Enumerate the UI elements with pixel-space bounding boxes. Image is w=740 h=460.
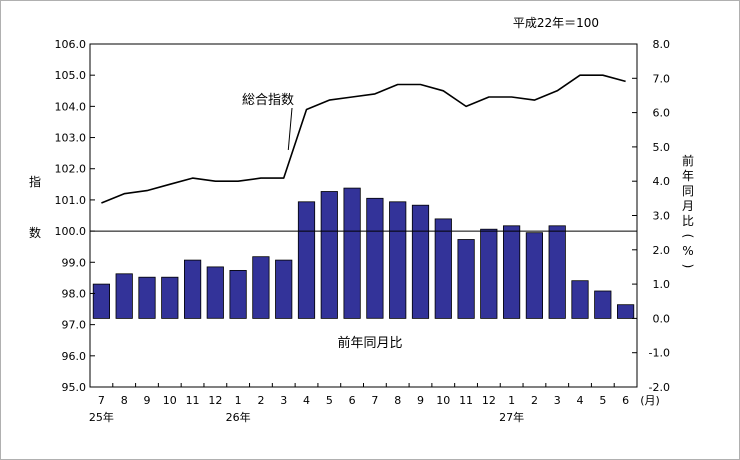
x-tick-label: 1 [235,394,242,407]
bar [229,269,247,319]
right-axis-ticks: -2.0 -1.0 0.0 1.0 2.0 3.0 4.0 5.0 6.0 7.0 8.0 [632,38,670,394]
bar [548,225,566,319]
x-tick-label: 12 [482,394,496,407]
bar [115,273,133,319]
x-tick-label: 3 [280,394,287,407]
right-axis-label-char: ( [681,234,695,239]
right-axis-label-char: 月 [682,199,694,213]
left-tick-label: 97.0 [62,319,87,332]
bar-series-label: 前年同月比 [337,335,402,351]
axis-labels: 指数 前年同月比 (%) [29,153,695,268]
x-tick-label: 7 [371,394,378,407]
left-tick-label: 96.0 [62,350,87,363]
right-axis-label-char: ) [681,264,695,269]
year-label: 25年 [89,410,114,424]
x-tick-label: 4 [577,394,584,407]
x-tick-label: 1 [508,394,515,407]
bar [92,283,110,319]
line-label-leader [287,107,293,151]
left-tick-label: 104.0 [55,100,87,113]
bar [183,259,202,319]
month-unit-label: (月) [640,394,660,407]
bar [138,276,156,319]
x-tick-label: 7 [98,394,105,407]
left-tick-label: 98.0 [62,287,87,300]
x-tick-label: 2 [531,394,538,407]
right-tick-label: 5.0 [653,141,671,154]
right-axis-label-char: % [682,244,693,258]
left-tick-label: 105.0 [55,69,87,82]
base-year-note: 平成22年＝100 [513,16,599,30]
x-tick-label: 10 [163,394,177,407]
index-line [101,74,626,204]
right-tick-label: -2.0 [649,381,670,394]
right-tick-label: 4.0 [653,175,671,188]
right-axis-label-char: 前 [682,153,694,168]
right-axis-label-char: 比 [682,214,694,228]
line-series [101,74,626,204]
x-tick-label: 2 [257,394,264,407]
x-tick-label: 5 [599,394,606,407]
right-tick-label: 3.0 [653,210,671,223]
x-tick-label: 6 [349,394,356,407]
bar [480,228,498,319]
x-tick-label: 11 [186,394,200,407]
x-tick-label: 11 [459,394,473,407]
line-series-label: 総合指数 [242,93,294,108]
left-tick-label: 95.0 [62,381,87,394]
right-tick-label: 8.0 [653,38,671,51]
bar [434,218,452,319]
right-tick-label: 7.0 [653,72,671,85]
left-tick-label: 106.0 [55,38,87,51]
right-tick-label: 2.0 [653,244,671,257]
left-tick-label: 100.0 [55,225,87,238]
right-tick-label: 6.0 [653,107,671,120]
bar [525,232,544,319]
bar [161,276,179,319]
left-axis-label-char: 数 [29,225,41,240]
x-tick-label: 9 [417,394,424,407]
right-tick-label: 1.0 [653,278,671,291]
left-tick-label: 102.0 [55,163,87,176]
bar [571,280,589,319]
x-tick-label: 4 [303,394,310,407]
right-axis-label-char: 同 [682,184,694,198]
left-tick-label: 103.0 [55,132,87,145]
x-tick-label: 5 [326,394,333,407]
right-tick-label: -1.0 [649,347,670,360]
bar [252,256,270,319]
bar [343,187,361,319]
bar [411,204,430,319]
bar [206,266,224,319]
right-axis-label-char: 年 [682,169,694,183]
bar [320,191,338,319]
x-axis-ticks: 7 8 9 10 11 12 1 2 3 4 5 6 7 8 9 10 11 12 1 2 3 4 5 6 (月)25年 26年 2… [89,383,660,424]
x-tick-label: 12 [208,394,222,407]
bar [366,197,384,319]
bar [617,304,635,319]
right-tick-label: 0.0 [653,312,671,325]
bar [502,225,521,319]
bar-series [92,187,635,319]
bar [389,201,407,319]
left-axis-ticks: 95.0 96.0 97.0 98.0 99.0 100.0 101.0 102.0 103.0… [55,38,95,394]
year-label: 27年 [499,410,524,424]
bar [594,290,612,319]
x-tick-label: 9 [143,394,150,407]
left-tick-label: 101.0 [55,194,87,207]
x-tick-label: 10 [436,394,450,407]
x-tick-label: 6 [622,394,629,407]
year-label: 26年 [226,410,251,424]
x-tick-label: 8 [121,394,128,407]
x-tick-label: 8 [394,394,401,407]
left-tick-label: 99.0 [62,256,87,269]
left-axis-label-char: 指 [29,174,41,189]
x-tick-label: 3 [554,394,561,407]
bar [297,201,316,319]
bar [275,259,293,319]
bar [457,239,475,319]
plot-area [90,44,637,387]
